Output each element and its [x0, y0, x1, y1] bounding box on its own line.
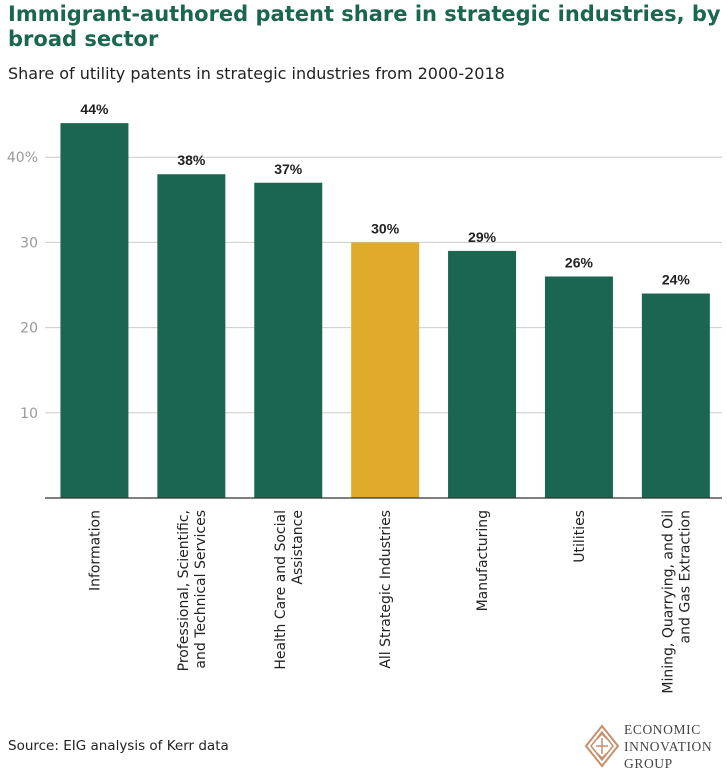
category-label: Professional, Scientific,	[176, 510, 192, 671]
eig-diamond-icon	[584, 724, 620, 768]
bar	[448, 250, 517, 498]
y-tick-label: 20	[20, 321, 38, 337]
category-label: Utilities	[572, 510, 588, 563]
bar	[157, 174, 226, 499]
category-label: Mining, Quarrying, and Oil	[660, 510, 676, 694]
data-label: 26%	[565, 254, 594, 270]
data-label: 38%	[177, 152, 206, 168]
y-tick-label: 10	[20, 406, 38, 422]
bar	[544, 276, 613, 498]
category-label: Health Care and Social	[273, 510, 289, 670]
data-label: 29%	[468, 229, 497, 245]
data-label: 24%	[662, 272, 691, 288]
y-tick-label: 40%	[7, 150, 38, 166]
bar	[60, 123, 129, 499]
logo-line-1: ECONOMIC	[624, 722, 701, 737]
category-label: Manufacturing	[475, 510, 491, 611]
chart-subtitle: Share of utility patents in strategic in…	[8, 64, 505, 83]
category-label: and Technical Services	[193, 510, 209, 669]
bar	[351, 242, 420, 498]
y-tick-label: 30	[20, 235, 38, 251]
data-label: 30%	[371, 220, 400, 236]
bar	[641, 293, 710, 498]
category-label: and Gas Extraction	[677, 510, 693, 643]
eig-logo: ECONOMIC INNOVATION GROUP	[584, 718, 724, 774]
category-label: All Strategic Industries	[378, 510, 394, 669]
category-label: Assistance	[290, 510, 306, 585]
logo-line-2: INNOVATION	[624, 739, 713, 754]
data-label: 44%	[80, 101, 109, 117]
bar	[254, 182, 323, 498]
data-label: 37%	[274, 161, 303, 177]
chart-title: Immigrant-authored patent share in strat…	[8, 2, 721, 51]
logo-line-3: GROUP	[624, 756, 673, 771]
bar-chart: 10 20 30 40% 44% Information 38% Professional, …	[7, 101, 722, 694]
category-label: Information	[87, 510, 103, 591]
source-note: Source: EIG analysis of Kerr data	[8, 738, 229, 754]
